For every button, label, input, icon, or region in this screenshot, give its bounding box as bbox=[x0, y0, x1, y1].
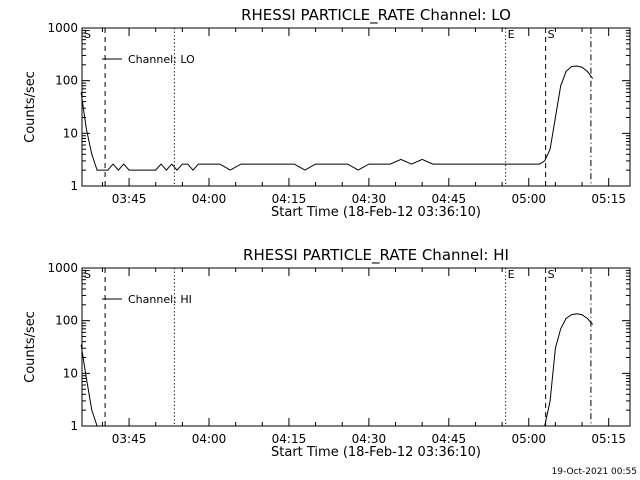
x-tick-label: 03:45 bbox=[112, 432, 147, 446]
x-axis-label: Start Time (18-Feb-12 03:36:10) bbox=[271, 205, 481, 220]
y-axis-label: Counts/sec bbox=[23, 71, 38, 143]
footer-timestamp: 19-Oct-2021 00:55 bbox=[552, 467, 637, 477]
series-line bbox=[80, 65, 594, 171]
chart-title: RHESSI PARTICLE_RATE Channel: LO bbox=[241, 6, 511, 25]
legend-label: Channel: HI bbox=[128, 293, 192, 306]
x-tick-label: 05:00 bbox=[511, 192, 546, 206]
plot-frame bbox=[81, 267, 631, 427]
y-tick-label: 1000 bbox=[47, 21, 78, 35]
x-tick-label: 04:30 bbox=[352, 192, 387, 206]
y-tick-label: 1 bbox=[70, 179, 78, 193]
x-tick-label: 05:15 bbox=[591, 192, 626, 206]
x-tick-label: 04:45 bbox=[432, 192, 467, 206]
event-marker-label: S bbox=[84, 268, 91, 281]
y-tick-label: 1000 bbox=[47, 261, 78, 275]
series-line bbox=[80, 313, 594, 427]
x-tick-label: 05:15 bbox=[591, 432, 626, 446]
x-tick-label: 04:00 bbox=[192, 192, 227, 206]
y-tick-label: 100 bbox=[55, 74, 78, 88]
plot-frame bbox=[81, 27, 631, 187]
x-tick-label: 04:45 bbox=[432, 432, 467, 446]
event-marker-label: E bbox=[508, 28, 515, 41]
chart-panel-hi: RHESSI PARTICLE_RATE Channel: HI 1 10 100 10… bbox=[23, 246, 631, 460]
y-tick-label: 100 bbox=[55, 314, 78, 328]
x-tick-label: 04:15 bbox=[272, 432, 307, 446]
x-axis-label: Start Time (18-Feb-12 03:36:10) bbox=[271, 445, 481, 460]
chart-panel-lo: RHESSI PARTICLE_RATE Channel: LO 1 10 100 10… bbox=[23, 6, 631, 220]
x-tick-label: 05:00 bbox=[511, 432, 546, 446]
x-tick-label: 04:00 bbox=[192, 432, 227, 446]
y-axis-label: Counts/sec bbox=[23, 311, 38, 383]
event-marker-label: S bbox=[548, 268, 555, 281]
chart-title: RHESSI PARTICLE_RATE Channel: HI bbox=[243, 246, 509, 265]
event-marker-label: E bbox=[508, 268, 515, 281]
x-tick-label: 04:30 bbox=[352, 432, 387, 446]
y-tick-label: 10 bbox=[63, 366, 78, 380]
x-tick-label: 03:45 bbox=[112, 192, 147, 206]
y-tick-label: 10 bbox=[63, 126, 78, 140]
event-marker-label: S bbox=[548, 28, 555, 41]
y-tick-label: 1 bbox=[70, 419, 78, 433]
x-tick-label: 04:15 bbox=[272, 192, 307, 206]
legend-label: Channel: LO bbox=[128, 53, 195, 66]
event-marker-label: S bbox=[84, 28, 91, 41]
